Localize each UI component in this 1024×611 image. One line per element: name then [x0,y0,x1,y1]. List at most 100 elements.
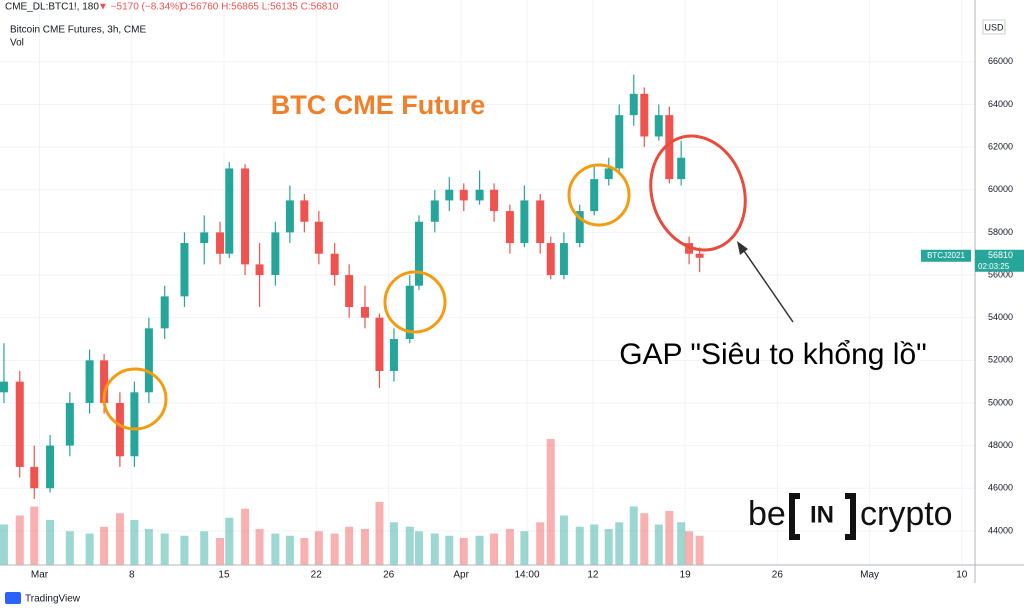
y-tick-label: 46000 [988,483,1013,493]
chart-title: BTC CME Future [271,90,485,120]
candle-body [590,179,599,212]
candle-body [0,381,8,393]
x-tick-label: 14:00 [515,570,540,581]
volume-bar [640,513,649,565]
volume-bar [575,526,584,565]
candle-body [46,445,55,489]
volume-bar [241,508,250,565]
y-tick-label: 48000 [988,440,1013,450]
x-tick-label: 19 [680,570,692,581]
y-tick-label: 60000 [988,184,1013,194]
volume-bar [546,439,555,565]
volume-bar [255,529,264,565]
candle-body [615,115,624,169]
ohlc: O:56760 H:56865 L:56135 C:56810 [180,2,339,13]
candle-body [520,200,529,244]
volume-bar [430,533,439,565]
candle-body [241,168,250,265]
grid [0,0,975,565]
candle-body [15,381,24,467]
y-tick-label: 56000 [988,269,1013,279]
candle-body [695,253,704,258]
candle-body [665,115,674,180]
volume-bar [459,538,468,565]
volume-bar [536,522,545,565]
price-tag-label: 56810 [988,250,1013,260]
footer: TradingView [25,594,81,605]
x-tick-label: 10 [956,570,968,581]
candle-body [285,200,294,233]
candle-body [505,211,514,244]
x-tick-label: 26 [772,570,784,581]
arrow [739,244,794,323]
volume-bar [65,531,74,565]
volume-bar [375,502,384,565]
volume-bar [130,520,139,565]
logo-text: IN [810,501,834,528]
volume-bar [216,538,225,565]
candle-body [575,211,584,244]
candle-body [200,232,209,244]
candle-body [430,200,439,222]
volume-bar [360,529,369,565]
candle-body [345,275,354,308]
volume [0,439,704,565]
volume-bar [685,531,694,565]
volume-bar [0,524,8,565]
y-tick-label: 54000 [988,312,1013,322]
candle-body [130,392,139,457]
y-tick-label: 58000 [988,227,1013,237]
volume-bar [271,533,280,565]
candle-body [216,232,225,254]
volume-bar [300,538,309,565]
symbol-tag [921,249,971,262]
volume-bar [200,531,209,565]
candle-body [546,243,555,276]
candle-body [160,296,169,329]
symbol: CME_DL:BTC1!, 180 [5,2,99,13]
volume-bar [490,533,499,565]
volume-bar [677,522,686,565]
arrow-head [737,241,748,255]
volume-bar [225,517,234,565]
candle-body [414,221,423,286]
volume-bar [85,533,94,565]
volume-bar [405,526,414,565]
candles [0,74,704,499]
volume-bar [505,529,514,565]
x-tick-label: 12 [587,570,599,581]
y-tick-label: 66000 [988,56,1013,66]
candle-body [677,157,686,180]
x-tick-label: Mar [31,570,49,581]
candle-body [255,264,264,276]
candle-body [65,402,74,446]
x-tick-label: 26 [383,570,395,581]
candle-body [144,328,153,393]
candle-body [271,232,280,276]
volume-bar [695,535,704,565]
volume-bar [604,529,613,565]
logo-bracket [789,493,856,540]
candle-body [100,360,109,403]
candle-body [300,200,309,222]
candle-body [654,115,663,137]
volume-bar [180,535,189,565]
volume-bar [285,535,294,565]
currency: USD [984,22,1004,32]
candle-body [459,189,468,201]
candle-body [85,360,94,403]
volume-bar [345,526,354,565]
tv-logo [5,592,21,604]
change: ▼ −5170 (−8.34%) [98,2,182,13]
subtitle: Bitcoin CME Futures, 3h, CME [10,25,146,36]
candle-body [30,466,39,489]
candle-body [314,221,323,254]
candle-body [225,168,234,254]
volume-bar [475,535,484,565]
candle-body [640,93,649,137]
candle-body [475,189,484,201]
y-tick-label: 44000 [988,525,1013,535]
volume-bar [160,533,169,565]
